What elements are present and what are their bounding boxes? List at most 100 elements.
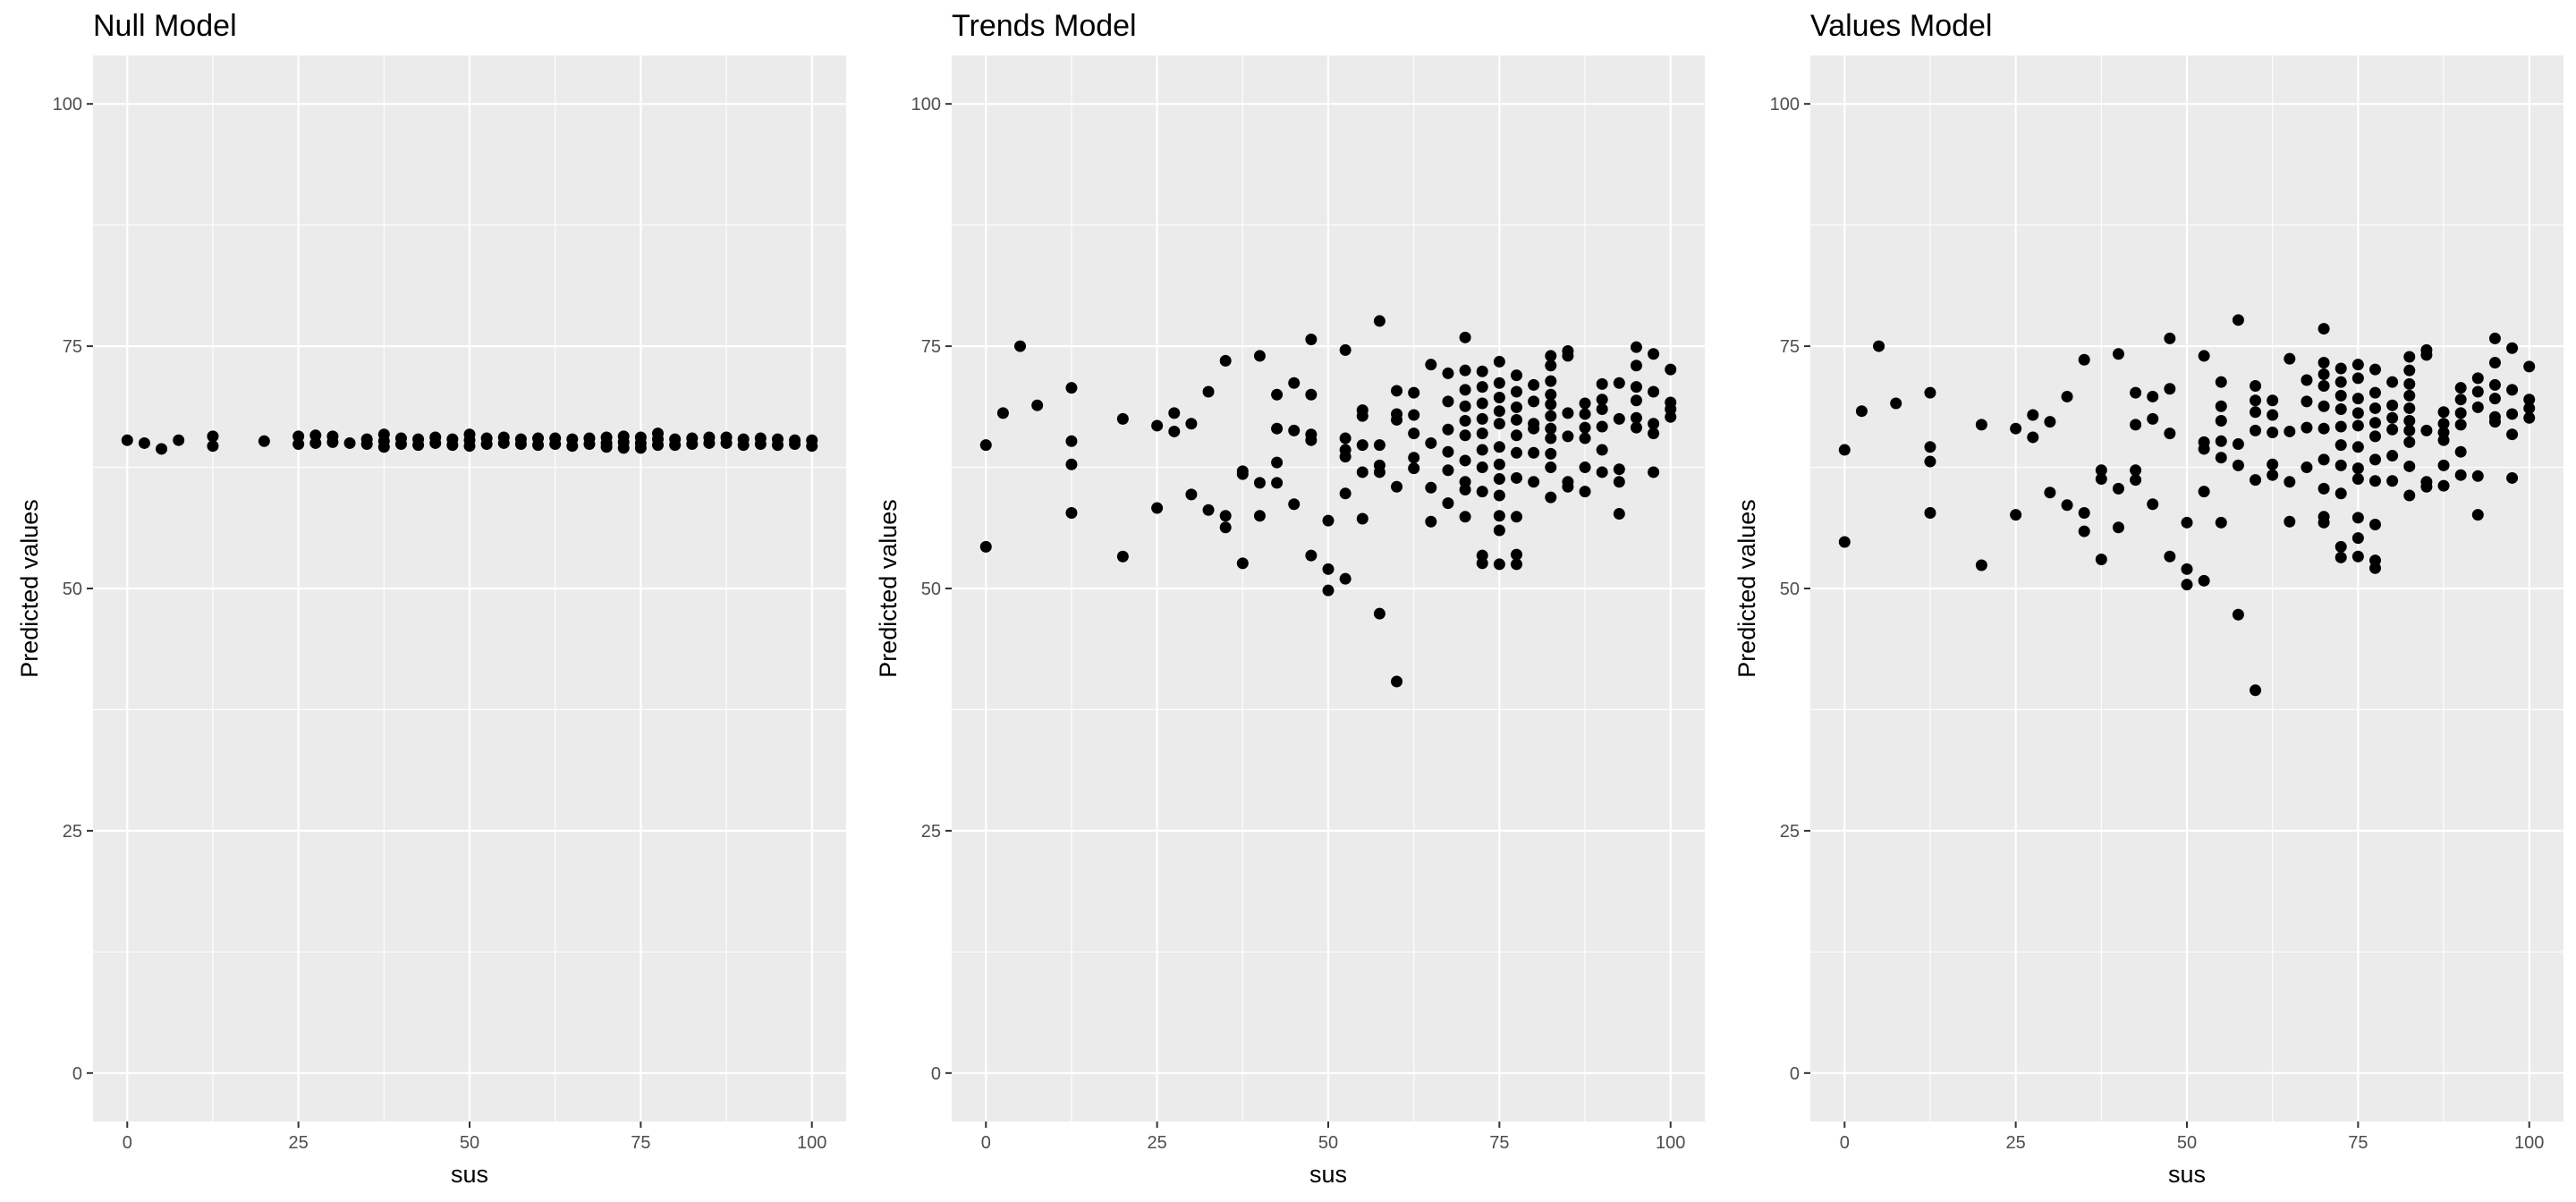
y-tick-label: 0	[1790, 1064, 1800, 1084]
chart-title: Trends Model	[952, 9, 1137, 43]
data-point	[1476, 486, 1488, 498]
x-axis-label: sus	[451, 1161, 488, 1188]
data-point	[1476, 461, 1488, 474]
data-point	[1493, 392, 1505, 404]
data-point	[2215, 376, 2227, 388]
data-point	[1613, 476, 1625, 488]
data-point	[207, 440, 219, 453]
data-point	[1579, 421, 1591, 434]
data-point	[566, 440, 579, 453]
data-point	[1356, 439, 1368, 452]
data-point	[2010, 509, 2022, 521]
data-point	[1528, 476, 1540, 488]
data-point	[1890, 397, 1902, 410]
data-point	[1975, 419, 1987, 431]
data-point	[2454, 469, 2467, 481]
data-point	[686, 438, 699, 451]
data-point	[1648, 348, 1660, 360]
data-point	[1665, 411, 1677, 423]
data-point	[2284, 425, 2296, 437]
data-point	[2061, 390, 2073, 402]
data-point	[2351, 550, 2364, 563]
data-point	[583, 438, 596, 451]
data-point	[2232, 438, 2244, 451]
data-point	[2318, 482, 2330, 495]
data-point	[1459, 384, 1471, 396]
data-point	[1511, 413, 1522, 426]
x-tick-label: 50	[460, 1133, 479, 1153]
data-point	[1151, 419, 1164, 432]
data-point	[2130, 474, 2142, 487]
data-point	[2369, 402, 2381, 414]
data-point	[669, 439, 682, 452]
data-point	[1596, 403, 1608, 416]
data-point	[1924, 455, 1936, 468]
data-point	[1545, 432, 1557, 444]
data-point	[1579, 408, 1591, 420]
data-point	[2523, 394, 2536, 406]
data-point	[1236, 557, 1249, 570]
data-point	[497, 436, 510, 449]
data-point	[463, 440, 476, 453]
data-point	[2369, 475, 2381, 487]
y-tick-label: 0	[72, 1064, 82, 1084]
data-point	[2215, 452, 2227, 464]
data-point	[2318, 516, 2330, 529]
data-point	[1271, 456, 1284, 469]
data-point	[1253, 510, 1266, 522]
data-point	[2523, 402, 2536, 414]
data-point	[2301, 395, 2313, 408]
data-point	[2267, 469, 2279, 481]
data-point	[2318, 380, 2330, 393]
data-point	[292, 438, 305, 451]
data-point	[1562, 407, 1574, 419]
data-point	[121, 434, 133, 446]
data-point	[1219, 521, 1232, 534]
chart-title: Null Model	[93, 9, 237, 43]
data-point	[1579, 461, 1591, 474]
data-point	[2420, 480, 2433, 493]
data-point	[1442, 464, 1454, 477]
data-point	[1528, 378, 1540, 391]
data-point	[737, 439, 750, 452]
data-point	[2112, 348, 2124, 360]
data-point	[1288, 498, 1301, 511]
data-point	[1185, 418, 1198, 430]
data-point	[2351, 419, 2364, 432]
data-point	[2164, 383, 2176, 395]
data-point	[2318, 422, 2330, 435]
y-tick-label: 50	[1780, 580, 1800, 599]
data-point	[173, 434, 185, 446]
data-point	[1924, 441, 1936, 453]
data-point	[1613, 412, 1625, 425]
data-point	[2351, 407, 2364, 419]
x-axis-label: sus	[1309, 1161, 1347, 1188]
chart-panel-3: Values Model 0 25 50 75 100 0 25 50 75 100 sus Predi…	[1733, 9, 2563, 1188]
data-point	[996, 407, 1009, 419]
data-point	[2351, 512, 2364, 524]
data-point	[1630, 411, 1642, 424]
data-point	[2369, 430, 2381, 443]
data-point	[1168, 425, 1181, 437]
data-point	[1459, 483, 1471, 495]
data-point	[2523, 411, 2536, 424]
data-point	[2164, 550, 2176, 563]
data-point	[1511, 511, 1522, 523]
data-point	[2232, 459, 2244, 471]
data-point	[2301, 461, 2313, 474]
data-point	[258, 435, 270, 447]
data-point	[2267, 409, 2279, 421]
x-tick-label: 75	[631, 1133, 650, 1153]
data-point	[1579, 486, 1591, 498]
data-point	[2250, 474, 2262, 487]
x-tick-label: 0	[981, 1133, 991, 1153]
data-point	[1493, 558, 1505, 571]
data-point	[1648, 427, 1660, 440]
data-point	[1630, 360, 1642, 372]
data-point	[1065, 382, 1078, 394]
data-point	[1322, 514, 1335, 527]
data-point	[1219, 510, 1232, 522]
data-point	[2420, 349, 2433, 361]
data-point	[1408, 386, 1420, 399]
